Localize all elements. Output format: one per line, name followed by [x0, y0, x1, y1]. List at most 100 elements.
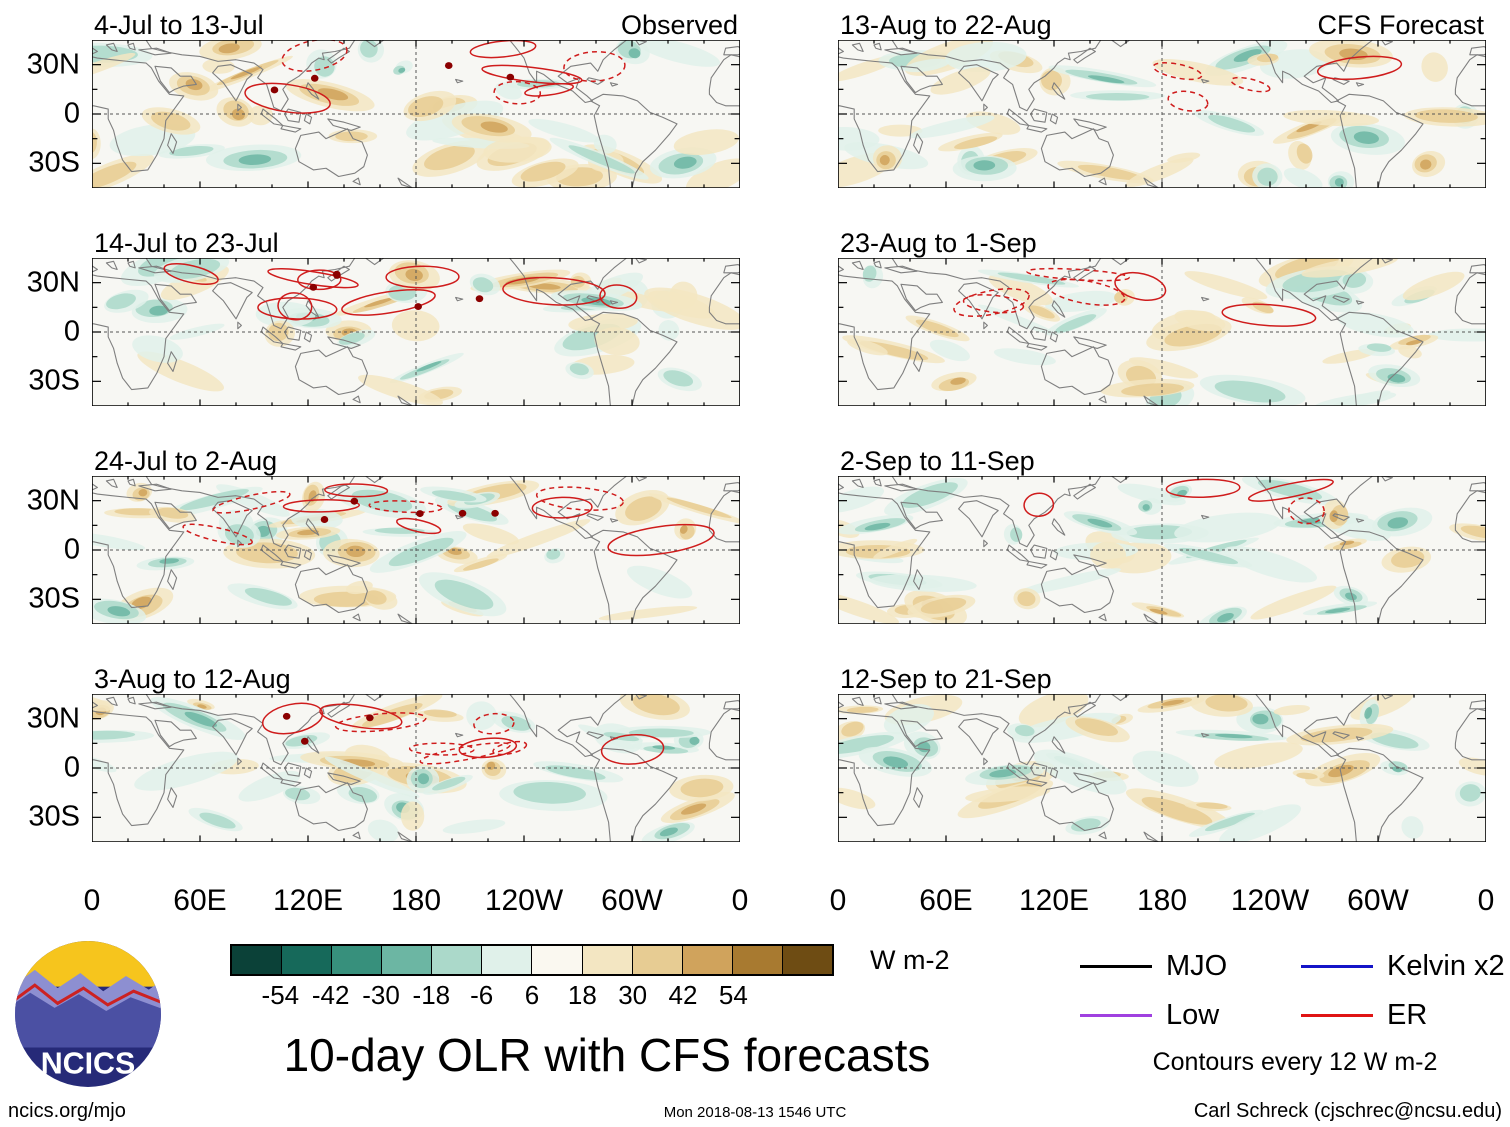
x-tick-label: 120E	[1018, 884, 1090, 917]
panel-group: 3-Aug to 12-Aug 30N 0 30S	[27, 660, 740, 842]
panel-title-row: 3-Aug to 12-Aug	[92, 660, 740, 694]
panel-title-row: 13-Aug to 22-Aug CFS Forecast	[838, 6, 1486, 40]
panel-title: 2-Sep to 11-Sep	[840, 446, 1035, 476]
colorbar-cells	[230, 944, 834, 976]
colorbar-tick-label: 54	[718, 980, 748, 1010]
panel-group: 13-Aug to 22-Aug CFS Forecast	[838, 6, 1486, 188]
x-tick-label: 60E	[173, 884, 227, 917]
logo-mountains-front	[15, 992, 161, 1048]
panel-group: 24-Jul to 2-Aug 30N 0 30S	[27, 442, 740, 624]
panel-title-row: 12-Sep to 21-Sep	[838, 660, 1486, 694]
panel-group: 4-Jul to 13-Jul Observed 30N 0 30S	[27, 6, 740, 188]
y-tick-label: 30S	[28, 146, 80, 179]
colorbar-cell	[732, 946, 783, 974]
colorbar-cell	[782, 946, 832, 974]
colorbar-tick-label: -6	[470, 980, 494, 1010]
panel-title: 13-Aug to 22-Aug	[840, 10, 1052, 40]
colorbar-cell	[282, 946, 333, 974]
panel-group: 23-Aug to 1-Sep	[838, 224, 1486, 406]
map-panel: 30N 0 30S	[27, 40, 740, 188]
ncics-logo: NCICS	[15, 941, 161, 1087]
legend-line-swatch	[1080, 1014, 1152, 1017]
colorbar-tick-label: 42	[668, 980, 698, 1010]
y-tick-label: 30N	[26, 48, 80, 81]
column-cfs-forecast: 13-Aug to 22-Aug CFS Forecast 23-Aug to 1-…	[830, 6, 1495, 928]
map-canvas	[92, 40, 740, 188]
y-tick-label: 0	[63, 751, 80, 784]
panel-title-row: 2-Sep to 11-Sep	[838, 442, 1486, 476]
map-panel	[838, 694, 1486, 842]
panel-title: 23-Aug to 1-Sep	[840, 228, 1037, 258]
colorbar-cell	[532, 946, 583, 974]
x-tick-label: 120W	[1230, 884, 1310, 917]
panel-title: 4-Jul to 13-Jul	[94, 10, 264, 40]
x-tick-label: 180	[390, 884, 442, 917]
panel-group: 12-Sep to 21-Sep	[838, 660, 1486, 842]
figure-title: 10-day OLR with CFS forecasts	[283, 1029, 931, 1081]
panel-title: 3-Aug to 12-Aug	[94, 664, 291, 694]
legend-item: MJO	[1080, 950, 1289, 983]
colorbar-cell	[382, 946, 433, 974]
colorbar-tick-label: -54	[261, 980, 300, 1010]
legend-note: Contours every 12 W m-2	[1152, 1048, 1438, 1076]
legend-label: MJO	[1166, 950, 1228, 982]
legend-label: Low	[1166, 999, 1220, 1031]
x-axis: 0 60E 120E 180 120W 60W 0	[830, 878, 1495, 928]
column-header: Observed	[620, 10, 738, 40]
x-tick-label: 60W	[601, 884, 663, 917]
legend-label: Kelvin x2	[1387, 950, 1505, 982]
map-canvas	[838, 476, 1486, 624]
legend-line-swatch	[1301, 1014, 1373, 1017]
y-tick-label: 30S	[28, 800, 80, 833]
map-panel	[838, 476, 1486, 624]
colorbar-tick-label: 18	[567, 980, 597, 1010]
logo-red-line	[15, 983, 161, 1007]
panel-title-row: 4-Jul to 13-Jul Observed	[92, 6, 740, 40]
colorbar-cell	[682, 946, 733, 974]
colorbar-cell	[482, 946, 533, 974]
y-tick-label: 30N	[26, 484, 80, 517]
panel-title-row: 14-Jul to 23-Jul	[92, 224, 740, 258]
map-panel: 30N 0 30S	[27, 258, 740, 406]
y-tick-label: 30S	[28, 364, 80, 397]
map-panel: 30N 0 30S	[27, 476, 740, 624]
panel-title-row: 23-Aug to 1-Sep	[838, 224, 1486, 258]
panel-title: 24-Jul to 2-Aug	[94, 446, 278, 476]
legend-grid: MJO Kelvin x2 Low ER	[1080, 950, 1510, 1032]
legend: MJO Kelvin x2 Low ER Contours every 12 W m-…	[1080, 950, 1510, 1077]
logo-artwork	[15, 941, 161, 1048]
colorbar-cell	[232, 946, 283, 974]
map-canvas	[92, 258, 740, 406]
map-panel	[838, 258, 1486, 406]
x-tick-label: 120W	[484, 884, 564, 917]
colorbar: -54 -42 -30 -18 -6 6 18 30 42 54 W m-2	[230, 944, 949, 1010]
x-tick-label: 0	[1477, 884, 1495, 917]
x-tick-label: 0	[731, 884, 749, 917]
legend-line-swatch	[1301, 965, 1373, 968]
colorbar-tick-row: -54 -42 -30 -18 -6 6 18 30 42 54	[230, 976, 834, 1010]
colorbar-tick-label: -18	[412, 980, 451, 1010]
footer-site: ncics.org/mjo	[8, 1100, 126, 1122]
colorbar-tick-label: -42	[311, 980, 350, 1010]
footer-timestamp: Mon 2018-08-13 1546 UTC	[663, 1104, 847, 1121]
map-panel: 30N 0 30S	[27, 694, 740, 842]
colorbar-cell	[582, 946, 633, 974]
legend-label: ER	[1387, 999, 1428, 1031]
x-tick-label: 0	[83, 884, 101, 917]
map-panel	[838, 40, 1486, 188]
x-tick-label: 180	[1136, 884, 1188, 917]
legend-item: ER	[1301, 999, 1510, 1032]
logo-text: NCICS	[41, 1046, 136, 1080]
panel-group: 14-Jul to 23-Jul 30N 0 30S	[27, 224, 740, 406]
colorbar-units: W m-2	[870, 945, 950, 975]
map-canvas	[838, 40, 1486, 188]
colorbar-tick-label: 6	[524, 980, 540, 1010]
panel-title-row: 24-Jul to 2-Aug	[92, 442, 740, 476]
colorbar-cell	[332, 946, 383, 974]
y-tick-label: 0	[63, 315, 80, 348]
colorbar-tick-label: -30	[362, 980, 400, 1010]
colorbar-cell	[432, 946, 483, 974]
x-axis: 0 60E 120E 180 120W 60W 0	[84, 878, 749, 928]
